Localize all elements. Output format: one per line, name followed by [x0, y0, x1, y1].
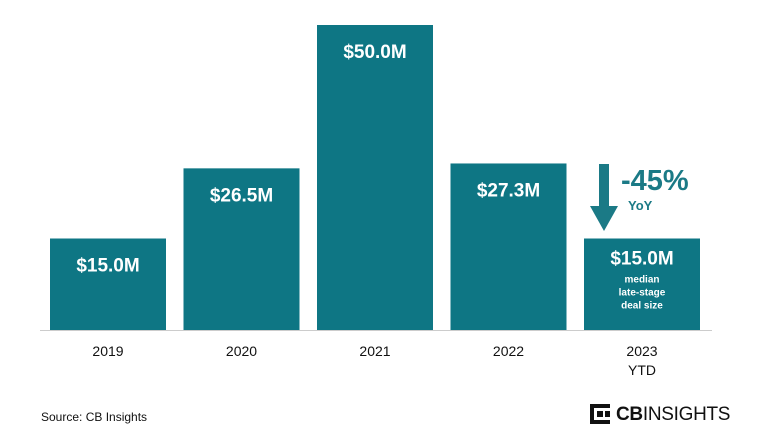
x-tick-label-1: 2020	[226, 343, 257, 359]
bar-1	[183, 168, 300, 330]
change-period-label: YoY	[628, 198, 653, 213]
x-tick-label-3: 2022	[493, 343, 524, 359]
arrow-down-icon	[590, 206, 618, 231]
brand-name-bold: CB	[616, 403, 643, 425]
bar-value-label-2: $50.0M	[343, 42, 406, 63]
bar-3	[450, 163, 567, 330]
x-tick-label-4-line-1: YTD	[628, 362, 656, 378]
bar-note-line-1: late-stage	[619, 288, 666, 299]
bar-2	[317, 25, 433, 330]
bar-4	[584, 238, 700, 330]
bar-value-label-1: $26.5M	[210, 185, 273, 206]
brand-name-regular: INSIGHTS	[642, 403, 731, 425]
brand-logo: CBINSIGHTS	[588, 402, 730, 426]
bar-0	[50, 238, 166, 330]
x-tick-label-2: 2021	[359, 343, 390, 359]
x-tick-label-0: 2019	[92, 343, 123, 359]
cb-insights-logo-icon	[590, 404, 610, 424]
bar-value-label-4: $15.0M	[610, 249, 673, 270]
bar-note-line-0: median	[624, 275, 659, 286]
change-percent-label: -45%	[621, 165, 689, 197]
bar-value-label-3: $27.3M	[477, 180, 540, 201]
bar-note-line-2: deal size	[621, 301, 663, 312]
bar-value-label-0: $15.0M	[76, 256, 139, 277]
source-note: Source: CB Insights	[41, 410, 148, 424]
bar-chart: $15.0M 2019 $26.5M 2020 $50.0M 2021 $27.3M 2022…	[40, 25, 712, 378]
x-tick-label-4: 2023	[626, 343, 657, 359]
arrow-shaft	[599, 164, 609, 208]
